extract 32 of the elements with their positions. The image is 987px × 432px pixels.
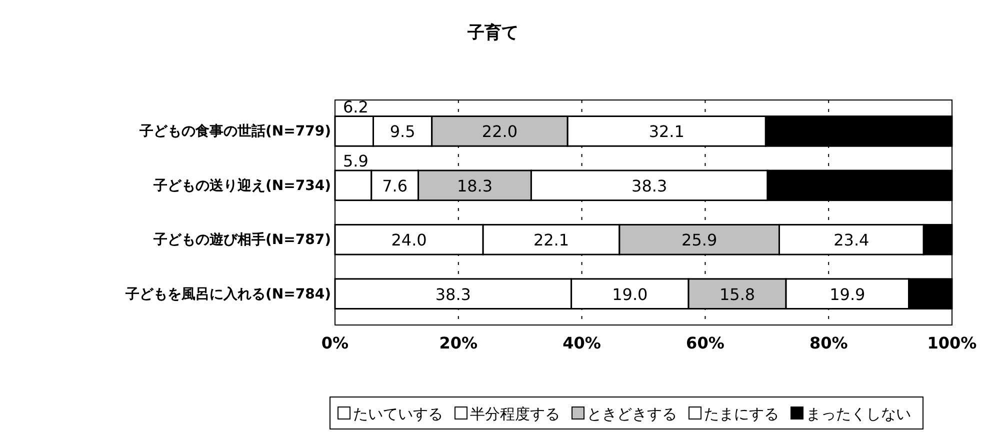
data-label: 25.9 <box>682 230 718 250</box>
data-label: 19.9 <box>830 284 866 304</box>
y-tick-label: 子どもの食事の世話(N=779) <box>138 124 331 140</box>
x-tick-label: 80% <box>809 333 848 352</box>
data-label: 9.5 <box>390 122 416 142</box>
y-tick-label: 子どもを風呂に入れる(N=784) <box>124 286 331 302</box>
data-label: 22.0 <box>482 122 518 142</box>
x-tick-label: 60% <box>686 333 724 352</box>
data-label: 15.8 <box>719 284 756 304</box>
legend-label: まったくしない <box>806 405 911 423</box>
x-tick-label: 100% <box>927 333 977 352</box>
legend-label: 半分程度する <box>470 405 560 423</box>
x-tick-label: 20% <box>439 333 478 352</box>
chart-title: 子育て <box>466 22 518 43</box>
y-tick-label: 子どもの送り迎え(N=734) <box>152 176 331 194</box>
legend-label: たいていする <box>353 405 443 423</box>
data-label: 7.6 <box>382 176 408 196</box>
data-label: 19.0 <box>612 284 648 304</box>
x-tick-label: 0% <box>321 333 349 352</box>
data-label: 22.1 <box>533 230 570 250</box>
x-tick-label: 40% <box>562 333 601 352</box>
data-label: 38.3 <box>632 176 668 196</box>
data-label: 24.0 <box>391 230 427 250</box>
data-label: 38.3 <box>435 284 471 304</box>
data-label: 32.1 <box>648 122 684 142</box>
data-label: 23.4 <box>834 230 870 250</box>
y-tick-label: 子どもの遊び相手(N=787) <box>152 231 331 248</box>
data-label: 5.9 <box>343 151 368 170</box>
legend-label: たまにする <box>704 405 779 423</box>
legend-label: ときどきする <box>587 405 677 423</box>
data-label: 6.2 <box>343 97 368 116</box>
data-label: 18.3 <box>456 176 493 196</box>
